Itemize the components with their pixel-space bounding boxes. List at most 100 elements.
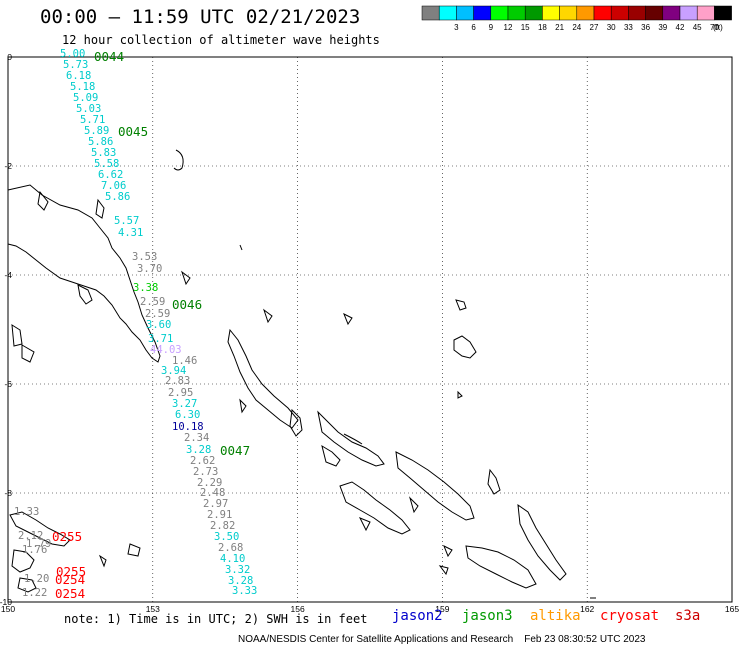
wave-height-reading: 1.79 bbox=[26, 538, 51, 550]
legend-swatch bbox=[559, 5, 578, 21]
wave-height-reading: 3.71 bbox=[148, 333, 173, 345]
wave-height-reading: 5.18 bbox=[70, 81, 95, 93]
legend-label: 27 bbox=[590, 23, 599, 32]
legend-swatch bbox=[524, 5, 543, 21]
legend-swatch bbox=[473, 5, 492, 21]
wave-height-reading: 10.18 bbox=[172, 421, 204, 433]
wave-height-reading: 3.28 bbox=[228, 575, 253, 587]
units-note: note: 1) Time is in UTC; 2) SWH is in fe… bbox=[64, 612, 368, 626]
lon-tick-label: 153 bbox=[146, 604, 160, 614]
legend-label: 12 bbox=[504, 23, 513, 32]
legend-label: 21 bbox=[555, 23, 564, 32]
wave-height-reading: 2.68 bbox=[218, 542, 243, 554]
wave-height-reading: 5.86 bbox=[105, 191, 130, 203]
credit-text: NOAA/NESDIS Center for Satellite Applica… bbox=[238, 634, 514, 645]
legend-swatch bbox=[628, 5, 646, 21]
timestamp: Feb 23 08:30:52 UTC 2023 bbox=[524, 634, 646, 645]
pass-time-label: 0045 bbox=[118, 124, 148, 139]
pass-time-label: 0046 bbox=[172, 297, 202, 312]
legend-label: 18 bbox=[538, 23, 547, 32]
wave-height-reading: 44.03 bbox=[150, 344, 182, 356]
legend-label: 36 bbox=[641, 23, 650, 32]
legend-swatch bbox=[576, 5, 595, 21]
wave-height-reading: 3.94 bbox=[161, 365, 186, 377]
pass-time-label: 0044 bbox=[94, 49, 124, 64]
lon-tick-label: 159 bbox=[435, 604, 449, 614]
wave-height-reading: 3.28 bbox=[186, 444, 211, 456]
wave-height-reading: 5.03 bbox=[76, 103, 101, 115]
wave-height-reading: 3.27 bbox=[172, 398, 197, 410]
wave-height-reading: 3.32 bbox=[225, 564, 250, 576]
map-subtitle: 12 hour collection of altimeter wave hei… bbox=[62, 33, 380, 47]
legend-label: 15 bbox=[521, 23, 530, 32]
pass-time-label: 0254 bbox=[55, 572, 85, 587]
legend-label: 45 bbox=[693, 23, 702, 32]
wave-height-reading: 5.83 bbox=[91, 147, 116, 159]
wave-height-reading: 2.59 bbox=[140, 296, 165, 308]
legend-label: 39 bbox=[658, 23, 667, 32]
wave-height-reading: 1.22 bbox=[22, 587, 47, 599]
wave-height-reading: 3.38 bbox=[133, 282, 158, 294]
lat-tick-label: -10 bbox=[0, 597, 12, 607]
legend-label: 33 bbox=[624, 23, 633, 32]
legend-swatch bbox=[679, 5, 698, 21]
wave-height-reading: 1.76 bbox=[22, 544, 47, 556]
map-title: 00:00 – 11:59 UTC 02/21/2023 bbox=[40, 6, 361, 28]
wave-height-reading: 3.60 bbox=[146, 319, 171, 331]
lat-tick-label: -2 bbox=[4, 161, 12, 171]
legend-swatch bbox=[696, 5, 715, 21]
wave-height-reading: 6.18 bbox=[66, 70, 91, 82]
pass-time-label: 0254 bbox=[55, 586, 85, 601]
satellite-cryosat: cryosat bbox=[600, 608, 660, 624]
legend-swatch bbox=[610, 5, 629, 21]
wave-height-reading: 5.89 bbox=[84, 125, 109, 137]
wave-height-reading: 7.06 bbox=[101, 180, 126, 192]
wave-height-reading: 4.10 bbox=[220, 553, 245, 565]
wave-height-reading: 5.00 bbox=[60, 48, 85, 60]
legend-label: 42 bbox=[676, 23, 685, 32]
wave-height-reading: 3.33 bbox=[232, 585, 257, 597]
legend-label: 9 bbox=[489, 23, 494, 32]
wave-height-reading: 2.82 bbox=[210, 520, 235, 532]
wave-height-reading: 2.91 bbox=[207, 509, 232, 521]
legend-swatch bbox=[593, 5, 612, 21]
lon-tick-label: 150 bbox=[1, 604, 15, 614]
lon-tick-label: 156 bbox=[291, 604, 305, 614]
pass-time-label: 0255 bbox=[56, 564, 86, 579]
wave-height-reading: 2.48 bbox=[200, 487, 225, 499]
wave-height-reading: 3.50 bbox=[214, 531, 239, 543]
lat-tick-label: 0 bbox=[7, 52, 12, 62]
wave-height-reading: 2.59 bbox=[145, 308, 170, 320]
legend-swatch bbox=[662, 5, 681, 21]
wave-height-reading: 5.71 bbox=[80, 114, 105, 126]
wave-height-readings: 5.005.736.185.185.095.035.715.89 5.86 5.83… bbox=[14, 48, 257, 599]
legend-label: 30 bbox=[607, 23, 616, 32]
wave-height-reading: 1.33 bbox=[14, 506, 39, 518]
legend-swatch bbox=[542, 5, 560, 21]
wave-height-reading: 5.09 bbox=[73, 92, 98, 104]
wave-height-reading: 5.57 bbox=[114, 215, 139, 227]
legend-swatch bbox=[421, 5, 440, 21]
lon-tick-label: 162 bbox=[580, 604, 594, 614]
wave-height-reading: 3.70 bbox=[137, 263, 162, 275]
legend-swatch bbox=[456, 5, 474, 21]
credit-line: NOAA/NESDIS Center for Satellite Applica… bbox=[238, 634, 645, 645]
pass-time-label: 0255 bbox=[52, 529, 82, 544]
wave-height-reading: 3.53 bbox=[132, 251, 157, 263]
legend-label: 70 bbox=[710, 23, 719, 32]
coastlines bbox=[7, 149, 596, 599]
wave-height-reading: 2.83 bbox=[165, 375, 190, 387]
legend-label: 24 bbox=[572, 23, 581, 32]
lat-tick-label: -8 bbox=[4, 488, 12, 498]
wave-height-reading: 5.73 bbox=[63, 59, 88, 71]
lat-tick-label: -6 bbox=[4, 379, 12, 389]
color-legend: 3 6 9 12 15 18 21 24 27 30 33 36 39 42 45 70 bbox=[421, 5, 732, 32]
legend-unit: (ft) bbox=[713, 23, 723, 32]
legend-swatch bbox=[438, 5, 457, 21]
wave-height-reading: 4.31 bbox=[118, 227, 143, 239]
lon-tick-label: 165 bbox=[725, 604, 739, 614]
map-grid bbox=[8, 57, 732, 602]
wave-height-reading: 6.62 bbox=[98, 169, 123, 181]
